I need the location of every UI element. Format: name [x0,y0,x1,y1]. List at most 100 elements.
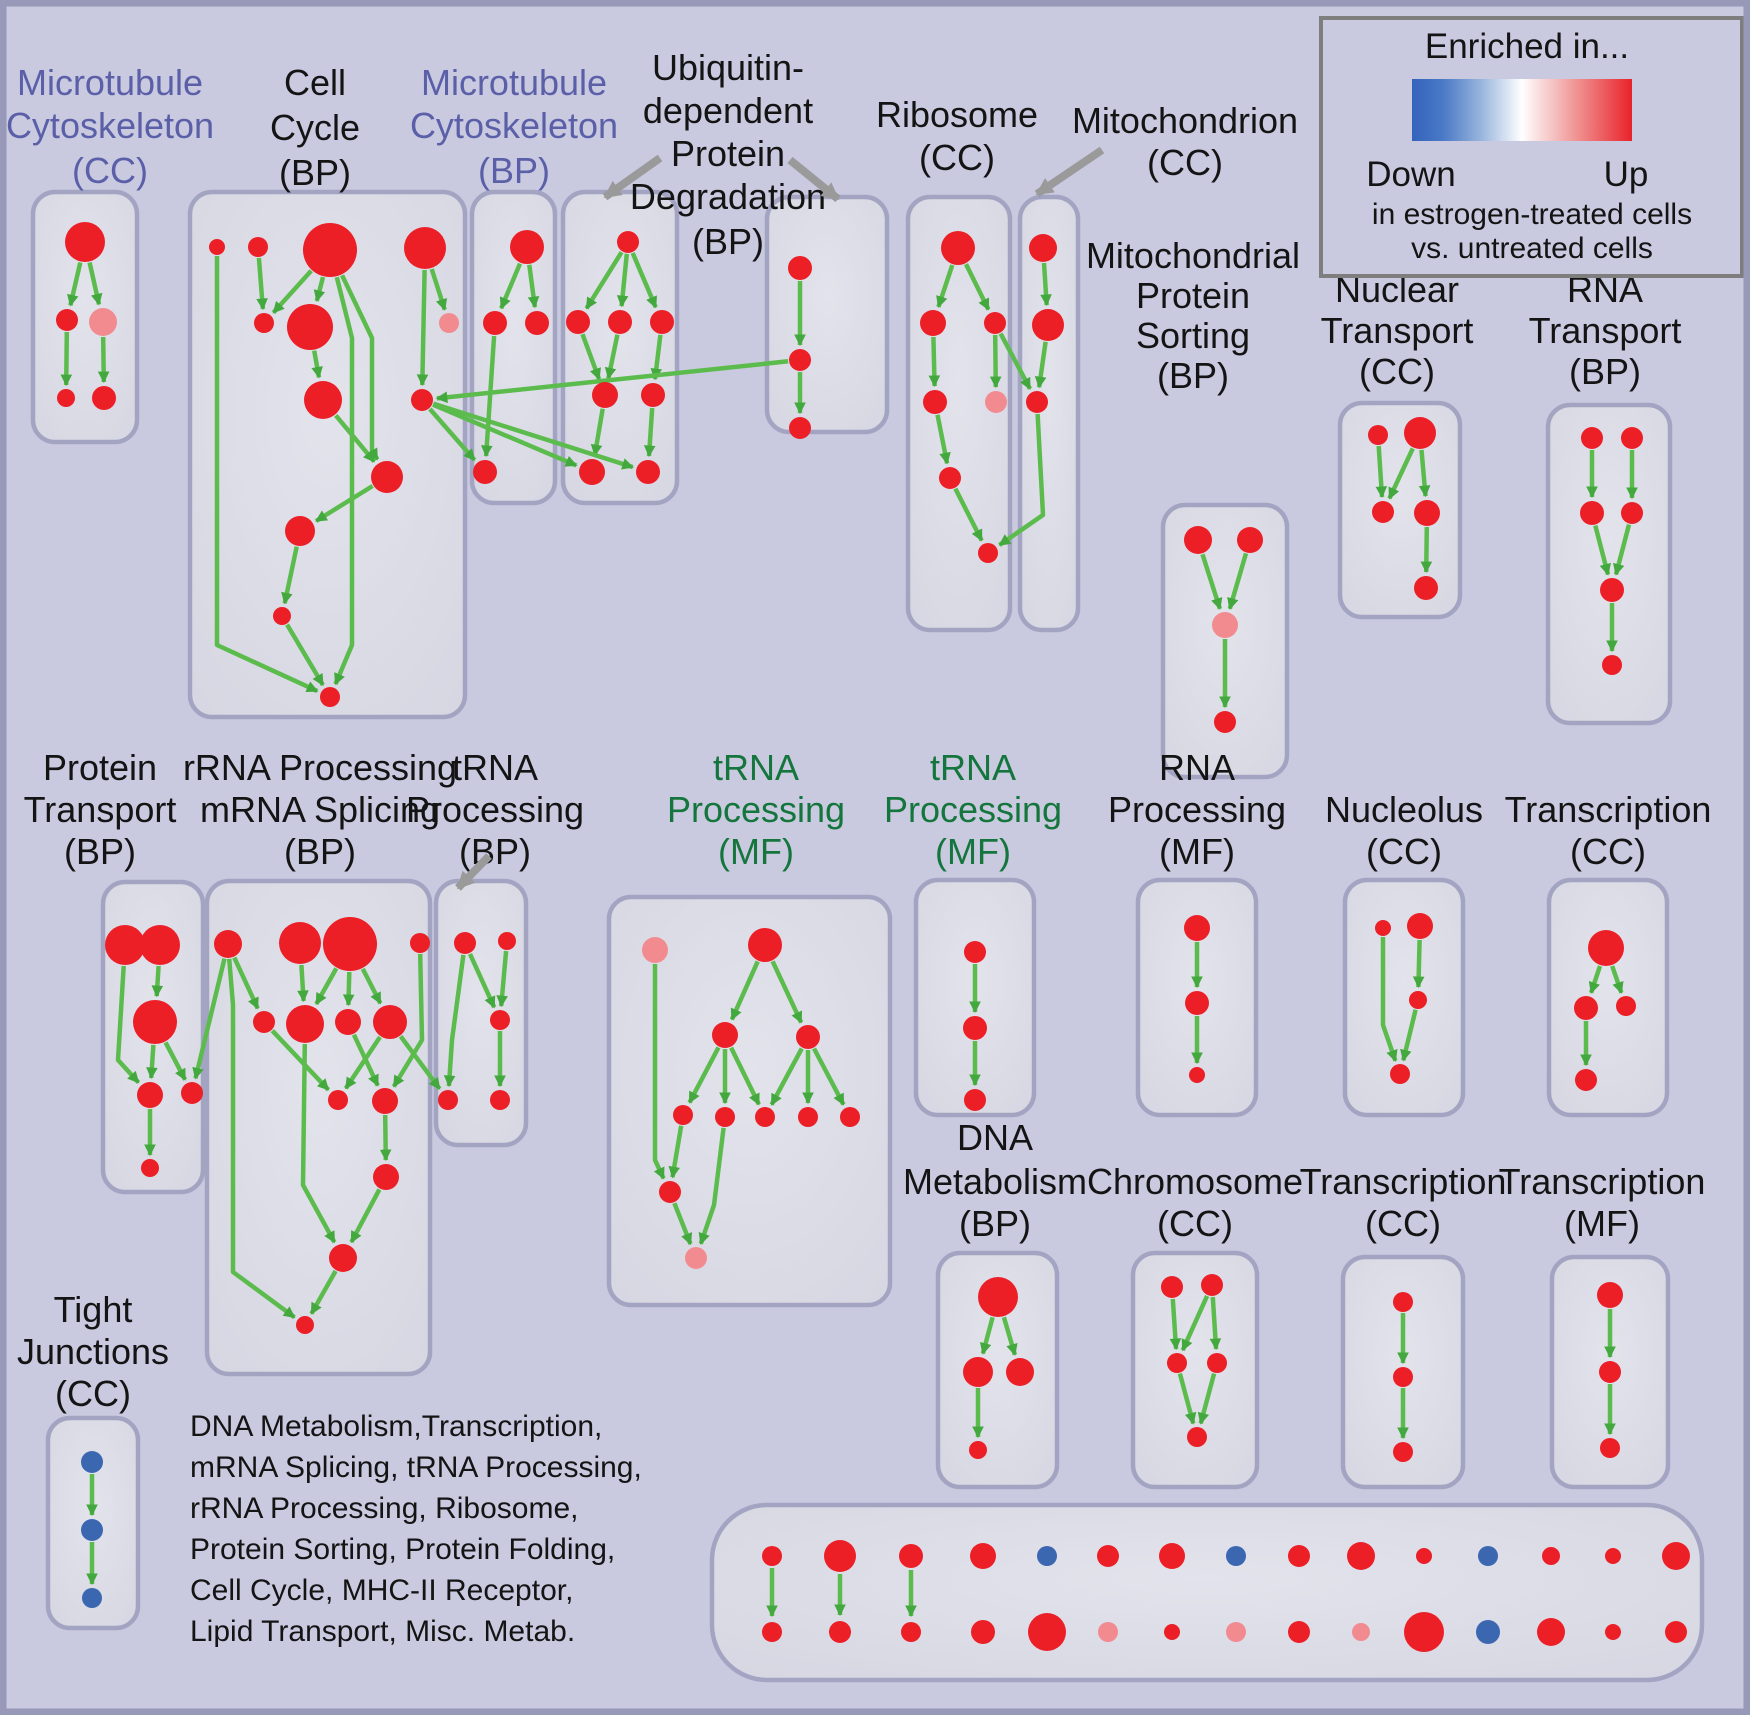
matrix-node-top-col2 [824,1540,856,1572]
bottom-matrix-box [709,1502,1705,1683]
edge-arrow [580,333,602,381]
cluster-label-line: (BP) [284,831,356,872]
go-term-node-mt_cc-mr [89,308,117,336]
edge-arrow [630,252,658,309]
cluster-label-line: (BP) [1157,355,1229,396]
matrix-node-bottom-col11 [1404,1612,1444,1652]
go-term-node-ribo-r3 [984,312,1006,334]
go-term-node-mt_bp-t [510,230,544,264]
cluster-label-rnat: RNA Transport (BP) [1529,269,1682,392]
matrix-node-bottom-col4 [971,1620,995,1644]
go-term-node-tcc1-z2 [1574,996,1598,1020]
cluster-label-pt: Protein Transport (BP) [24,747,177,872]
go-term-node-cc-i [411,389,433,411]
edge-arrow [979,1316,995,1355]
cluster-label-line: (CC) [1365,1203,1441,1244]
edge-arrow [812,1047,846,1106]
edge-arrow [285,623,325,687]
go-term-node-ubi1-m1 [566,310,590,334]
cluster-label-rrna: rRNA Processing mRNA Splicing (BP) [183,747,457,872]
matrix-node-top-col8 [1226,1546,1246,1566]
go-term-node-mito-m1 [1029,234,1057,262]
cluster-label-line: Tight [54,1289,133,1330]
edge-arrow [668,1125,684,1179]
cluster-box-mt_bp [469,189,558,506]
edge-arrow [379,1114,392,1162]
cluster-label-line: (CC) [55,1373,131,1414]
edge-arrow [87,262,103,306]
legend-subtitle-line1: in estrogen-treated cells [1372,198,1692,231]
matrix-node-bottom-col7 [1164,1624,1180,1640]
edge-arrow [115,965,141,1085]
matrix-node-top-col10 [1347,1542,1375,1570]
edge-arrow [391,953,425,1088]
cluster-label-line: Protein [1136,275,1250,316]
matrix-node-bottom-col9 [1288,1621,1310,1643]
shared-terms-text: DNA Metabolism,Transcription, mRNA Splici… [190,1410,642,1648]
cluster-label-line: Junctions [17,1331,169,1372]
legend-box [1319,16,1744,278]
edge-arrow [398,1035,442,1091]
go-term-node-tbp-u3 [490,1010,510,1030]
cluster-label-line: mRNA Splicing [200,789,440,830]
go-term-node-pt-p3 [133,1000,177,1044]
edge-arrow [769,1047,804,1106]
cluster-label-ubi: Ubiquitin-dependent Protein Degradation (BP… [630,47,826,262]
cluster-label-line: Processing [884,789,1062,830]
cluster-label-mt_cc: Microtubule Cytoskeleton (CC) [6,62,214,191]
go-term-node-rrna-q2 [279,922,321,964]
go-term-node-cc-l [273,607,291,625]
go-term-node-rnap-x3 [1189,1067,1205,1083]
go-term-node-rrna-q13 [296,1316,314,1334]
cluster-label-line: (BP) [478,150,550,191]
go-term-node-tmf1-v1 [642,937,668,963]
go-term-node-tbp-u5 [490,1090,510,1110]
go-term-node-tcc1-z4 [1575,1069,1597,1091]
cluster-label-rnap: RNA Processing (MF) [1108,747,1286,872]
matrix-node-bottom-col1 [762,1622,782,1642]
edge-arrow [1197,1373,1217,1425]
go-term-node-nuc-n5 [1414,576,1438,600]
go-term-node-sort-s4 [1214,711,1236,733]
shared-terms-line: mRNA Splicing, tRNA Processing, [190,1451,642,1484]
cluster-box-dna [935,1250,1060,1490]
go-term-node-dna-d2 [963,1357,993,1387]
edge-arrow [729,960,760,1021]
go-term-node-chr-c2 [1201,1274,1223,1296]
cluster-label-line: Chromosome [1087,1161,1303,1202]
go-term-node-nuc-n2 [1404,417,1436,449]
cluster-label-line: Processing [406,789,584,830]
shared-terms-line: Cell Cycle, MHC-II Receptor, [190,1574,573,1607]
edge-arrow [97,336,110,384]
legend-subtitle-line2: vs. untreated cells [1411,232,1653,265]
go-term-node-nuc-n4 [1414,500,1440,526]
go-term-node-chr-c4 [1207,1353,1227,1373]
cluster-box-mito [1017,194,1081,633]
go-term-node-mito-m2 [1032,309,1064,341]
go-term-node-rrna-q9 [328,1090,348,1110]
go-term-node-tmf1-v8 [798,1107,818,1127]
go-term-node-cc-h [304,381,342,419]
edge-arrow [146,1044,158,1080]
go-term-node-cc-m [320,687,340,707]
matrix-node-bottom-col12 [1476,1620,1500,1644]
go-term-node-ubi2-n3 [789,417,811,439]
cluster-label-line: (BP) [692,221,764,262]
go-term-node-cc-g [439,313,459,333]
go-term-node-tbp-u4 [438,1090,458,1110]
go-term-node-nucl-y2 [1407,913,1433,939]
go-term-node-rnat-t3 [1580,501,1604,525]
edge-arrow [480,335,497,458]
edge-arrow [334,413,376,464]
go-term-node-ribo-r5 [985,391,1007,413]
edge-arrow [428,407,477,462]
go-term-node-mt_cc-bl [57,389,75,407]
go-term-node-ribo-r7 [978,543,998,563]
go-term-node-mt_cc-t [65,222,105,262]
cluster-label-line: Metabolism [903,1161,1087,1202]
go-term-node-tcc2-e1 [1393,1292,1413,1312]
cluster-label-line: Degradation [630,176,826,217]
go-term-node-tmf1-v11 [685,1247,707,1269]
matrix-node-top-col14 [1605,1548,1621,1564]
go-term-node-pt-p1 [105,925,145,965]
